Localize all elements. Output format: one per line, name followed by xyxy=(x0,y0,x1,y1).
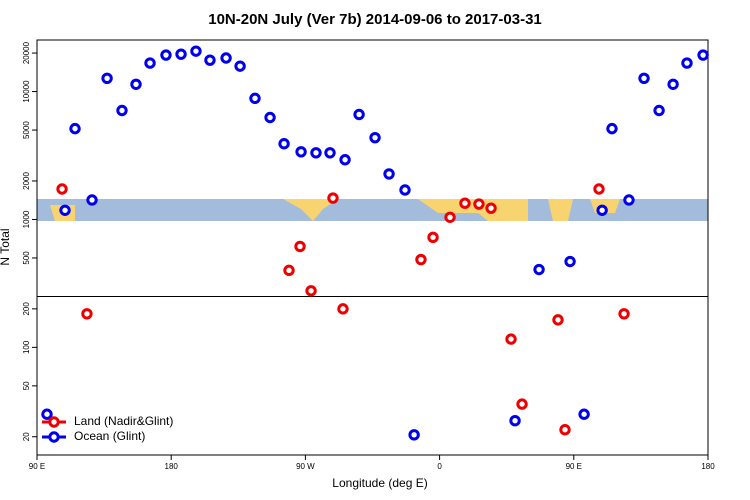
point xyxy=(505,333,517,345)
y-tick-label: 1000 xyxy=(22,210,31,228)
x-tick-label: 180 xyxy=(701,462,715,471)
point xyxy=(160,49,172,61)
point xyxy=(353,108,365,121)
point xyxy=(383,168,395,180)
point xyxy=(249,92,261,105)
point xyxy=(305,285,317,297)
point xyxy=(578,408,590,420)
point xyxy=(294,240,306,253)
y-tick-label: 2000 xyxy=(22,172,31,190)
y-tick-label: 20 xyxy=(22,432,31,441)
point xyxy=(427,231,439,244)
point xyxy=(116,104,128,117)
point xyxy=(697,49,709,61)
point xyxy=(559,424,571,436)
point xyxy=(327,192,339,204)
point xyxy=(337,303,349,315)
point xyxy=(190,45,202,57)
point xyxy=(408,429,420,441)
point xyxy=(130,78,142,90)
point xyxy=(310,147,322,159)
point xyxy=(593,183,605,195)
point xyxy=(667,78,679,90)
point xyxy=(415,253,427,266)
point xyxy=(618,308,630,320)
point xyxy=(41,408,53,420)
point xyxy=(220,52,232,64)
legend-label: Ocean (Glint) xyxy=(74,429,145,443)
plot-frame xyxy=(36,39,709,456)
point xyxy=(638,72,650,84)
y-tick-label: 200 xyxy=(22,302,31,316)
point xyxy=(86,194,98,206)
point xyxy=(81,308,93,320)
point xyxy=(234,60,246,72)
point xyxy=(485,202,497,214)
point xyxy=(606,122,618,135)
legend-marker xyxy=(48,416,60,428)
y-axis-label: N Total xyxy=(0,228,12,265)
point xyxy=(56,183,68,195)
point xyxy=(681,57,693,69)
point xyxy=(264,111,276,124)
y-tick-label: 500 xyxy=(22,251,31,265)
point xyxy=(101,72,113,84)
x-tick-label: 90 W xyxy=(296,462,315,471)
x-tick-label: 90 E xyxy=(566,462,582,471)
legend-marker xyxy=(48,431,60,443)
point xyxy=(623,194,635,206)
y-tick-label: 5000 xyxy=(22,121,31,139)
x-tick-label: 90 E xyxy=(29,462,45,471)
point xyxy=(295,146,307,158)
point xyxy=(69,122,81,135)
point xyxy=(59,204,71,216)
point xyxy=(369,131,381,144)
point xyxy=(339,154,351,166)
x-tick-label: 180 xyxy=(165,462,179,471)
point xyxy=(444,211,456,223)
point xyxy=(175,48,187,60)
chart-title: 10N-20N July (Ver 7b) 2014-09-06 to 2017… xyxy=(208,11,542,28)
point xyxy=(653,104,665,117)
y-tick-label: 10000 xyxy=(22,80,31,103)
x-tick-label: 0 xyxy=(437,462,442,471)
point xyxy=(283,264,295,277)
y-tick-label: 50 xyxy=(22,381,31,390)
point xyxy=(144,57,156,69)
point xyxy=(533,263,545,276)
legend-label: Land (Nadir&Glint) xyxy=(74,414,173,428)
point xyxy=(473,198,485,210)
point xyxy=(399,184,411,196)
point xyxy=(516,398,528,410)
point xyxy=(552,314,564,326)
point xyxy=(596,204,608,216)
point xyxy=(459,197,471,209)
point xyxy=(204,54,216,66)
y-tick-label: 100 xyxy=(22,340,31,354)
point xyxy=(278,138,290,150)
y-tick-label: 20000 xyxy=(22,41,31,64)
point xyxy=(564,255,576,268)
x-axis-label: Longitude (deg E) xyxy=(332,476,427,490)
point xyxy=(509,415,521,427)
point xyxy=(324,147,336,159)
